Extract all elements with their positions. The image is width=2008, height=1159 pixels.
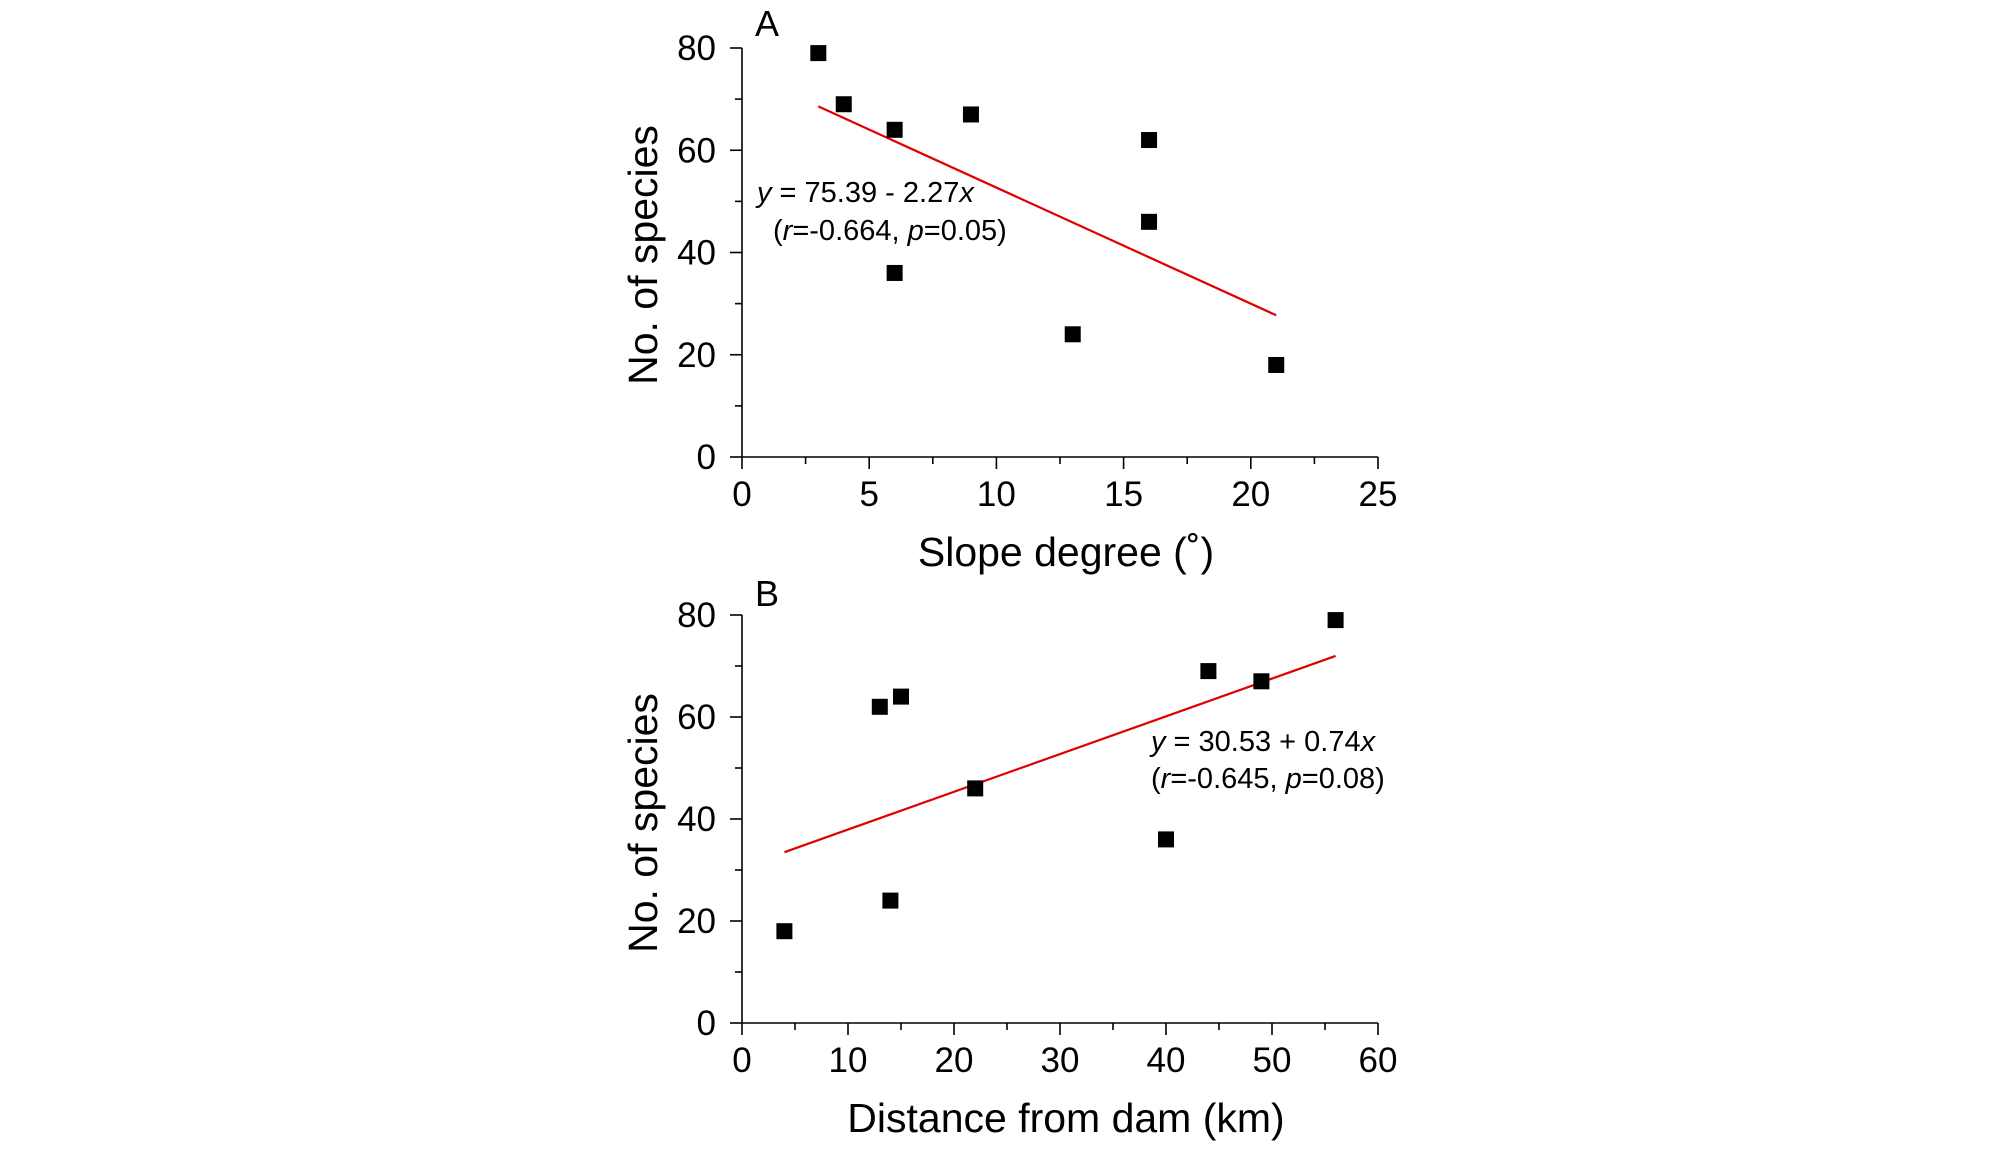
x-tick-label: 40	[1147, 1041, 1186, 1080]
eq-x-var: x	[1359, 726, 1377, 758]
regression-line	[817, 105, 1277, 317]
eq-body: = 30.53 + 0.74	[1166, 726, 1361, 758]
data-point	[1064, 326, 1081, 343]
data-point	[1253, 673, 1270, 690]
eq-r-var: r	[783, 215, 794, 247]
eq-p-var: p	[907, 215, 924, 247]
x-tick-label: 5	[859, 475, 878, 514]
data-point	[1327, 612, 1344, 629]
y-tick-label: 0	[697, 1004, 716, 1043]
eq-p-body: =0.05)	[924, 215, 1007, 247]
data-point	[882, 892, 899, 909]
y-tick-label: 60	[677, 698, 716, 737]
y-tick-label: 60	[677, 131, 716, 170]
eq-body: = 75.39 - 2.27	[772, 177, 960, 209]
x-tick-label: 25	[1359, 475, 1398, 514]
regression-line	[784, 654, 1336, 854]
panel-a-equation-line2: (r=-0.664, p=0.05)	[773, 215, 1007, 247]
x-tick-label: 30	[1041, 1041, 1080, 1080]
data-point	[1268, 356, 1285, 373]
panel-b-letter: B	[755, 573, 779, 614]
eq-p-var: p	[1285, 763, 1302, 795]
y-tick-label: 0	[697, 438, 716, 477]
panel-b-equation-line1: y = 30.53 + 0.74x	[1149, 726, 1377, 758]
eq-y-var: y	[1149, 726, 1167, 758]
data-point	[893, 688, 909, 705]
panel-a-x-axis-label: Slope degree (˚)	[918, 529, 1214, 575]
panel-b-y-axis-label: No. of species	[620, 693, 666, 953]
x-tick-label: 0	[732, 475, 751, 514]
data-point	[835, 96, 852, 113]
data-point	[962, 106, 979, 123]
eq-r-var: r	[1161, 763, 1172, 795]
x-tick-label: 15	[1104, 475, 1143, 514]
x-tick-label: 0	[732, 1041, 751, 1080]
panel-a-y-axis-label: No. of species	[620, 125, 666, 385]
data-point	[1141, 132, 1158, 149]
x-tick-label: 20	[935, 1041, 974, 1080]
eq-open-paren: (	[773, 215, 783, 247]
y-tick-label: 20	[677, 902, 716, 941]
panel-a-letter: A	[755, 3, 779, 44]
panel-a: A y = 75.39 - 2.27x (r=-0.664, p=0.05) S…	[620, 3, 1397, 575]
eq-p-body: =0.08)	[1302, 763, 1385, 795]
data-point	[1158, 831, 1174, 848]
panel-b: B y = 30.53 + 0.74x (r=-0.645, p=0.08) D…	[620, 573, 1397, 1141]
y-tick-label: 40	[677, 800, 716, 839]
x-tick-label: 10	[977, 475, 1016, 514]
eq-x-var: x	[957, 177, 975, 209]
data-point	[776, 923, 793, 940]
panel-b-equation-line2: (r=-0.645, p=0.08)	[1151, 763, 1385, 795]
eq-y-var: y	[755, 177, 773, 209]
data-point	[886, 121, 903, 138]
x-tick-label: 50	[1253, 1041, 1292, 1080]
x-tick-label: 20	[1231, 475, 1270, 514]
y-tick-label: 20	[677, 336, 716, 375]
data-point	[810, 45, 827, 62]
x-tick-label: 10	[829, 1041, 868, 1080]
x-tick-label: 60	[1359, 1041, 1398, 1080]
data-point	[871, 698, 888, 715]
y-tick-label: 80	[677, 29, 716, 68]
data-point	[886, 264, 903, 281]
eq-r-body: =-0.664,	[792, 215, 907, 247]
y-tick-label: 80	[677, 596, 716, 635]
data-point	[1141, 213, 1158, 230]
y-tick-label: 40	[677, 234, 716, 273]
panel-b-x-axis-label: Distance from dam (km)	[847, 1095, 1284, 1141]
data-point	[1200, 663, 1217, 680]
eq-open-paren: (	[1151, 763, 1161, 795]
data-point	[967, 780, 984, 797]
eq-r-body: =-0.645,	[1170, 763, 1285, 795]
panel-a-equation-line1: y = 75.39 - 2.27x	[755, 177, 975, 209]
